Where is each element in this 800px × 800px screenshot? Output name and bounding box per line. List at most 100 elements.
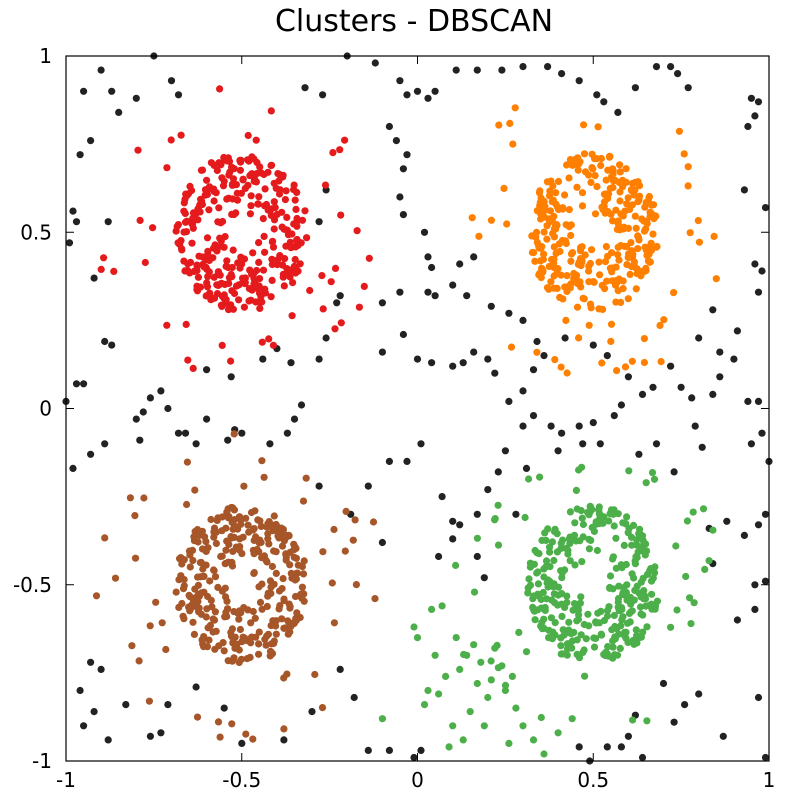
- cluster-point-red: [293, 214, 301, 223]
- cluster-point-brown: [198, 545, 207, 553]
- cluster-point-orange: [612, 206, 620, 214]
- cluster-point-red: [217, 160, 225, 168]
- cluster-point-orange: [556, 247, 564, 256]
- cluster-point-red: [258, 298, 266, 306]
- cluster-point-red: [227, 301, 235, 309]
- noise-point: [751, 112, 759, 120]
- cluster-point-orange: [535, 271, 543, 279]
- cluster-point-orange: [624, 295, 632, 303]
- cluster-point-red: [268, 276, 276, 284]
- cluster-point-orange: [475, 232, 483, 240]
- cluster-point-green: [568, 637, 577, 645]
- cluster-point-orange: [495, 121, 503, 129]
- cluster-point-green: [572, 537, 580, 545]
- cluster-point-red: [249, 249, 257, 257]
- cluster-point-green: [473, 679, 481, 688]
- cluster-point-red: [136, 216, 144, 224]
- cluster-point-red: [240, 303, 248, 311]
- noise-point: [104, 218, 112, 226]
- cluster-point-red: [268, 238, 276, 246]
- cluster-point-red: [97, 265, 105, 273]
- cluster-point-brown: [213, 516, 221, 525]
- cluster-point-green: [639, 611, 647, 619]
- cluster-point-red: [262, 200, 271, 209]
- cluster-point-brown: [203, 643, 211, 651]
- cluster-point-brown: [285, 600, 293, 608]
- cluster-point-brown: [270, 637, 278, 645]
- cluster-point-orange: [607, 337, 615, 345]
- cluster-point-orange: [686, 229, 694, 237]
- cluster-point-green: [566, 557, 574, 565]
- cluster-point-green: [498, 662, 506, 670]
- cluster-point-green: [625, 467, 633, 475]
- cluster-point-orange: [602, 176, 610, 184]
- cluster-point-brown: [275, 534, 283, 542]
- cluster-point-brown: [298, 563, 306, 571]
- cluster-point-orange: [575, 334, 583, 342]
- cluster-point-red: [250, 155, 258, 163]
- cluster-point-red: [269, 341, 277, 349]
- cluster-point-orange: [612, 263, 620, 271]
- noise-point: [512, 510, 520, 518]
- cluster-point-green: [515, 628, 523, 637]
- cluster-point-brown: [172, 588, 180, 596]
- cluster-point-red: [280, 225, 288, 233]
- noise-point: [470, 253, 478, 261]
- cluster-point-red: [174, 221, 182, 229]
- cluster-point-brown: [239, 533, 247, 541]
- cluster-point-brown: [158, 619, 166, 627]
- cluster-point-orange: [601, 258, 610, 266]
- cluster-point-green: [431, 651, 439, 659]
- cluster-point-red: [241, 278, 249, 286]
- noise-point: [529, 366, 538, 374]
- cluster-point-red: [254, 200, 262, 208]
- noise-point: [589, 419, 597, 427]
- cluster-point-red: [250, 177, 258, 185]
- cluster-point-brown: [92, 592, 101, 600]
- cluster-point-brown: [222, 559, 230, 568]
- cluster-point-red: [279, 261, 287, 269]
- cluster-point-brown: [252, 533, 260, 541]
- cluster-point-orange: [608, 268, 616, 276]
- cluster-point-orange: [641, 243, 649, 251]
- cluster-point-green: [606, 572, 615, 580]
- cluster-point-red: [289, 279, 297, 287]
- noise-point: [754, 397, 763, 405]
- cluster-point-orange: [640, 358, 649, 367]
- cluster-point-red: [205, 206, 213, 214]
- noise-point: [449, 535, 457, 543]
- cluster-point-red: [293, 236, 301, 244]
- noise-point: [449, 517, 457, 525]
- cluster-point-brown: [230, 430, 238, 438]
- cluster-point-red: [189, 224, 197, 232]
- noise-point: [730, 355, 738, 363]
- cluster-point-red: [212, 189, 220, 197]
- cluster-point-brown: [300, 557, 308, 565]
- cluster-point-green: [571, 561, 579, 569]
- cluster-point-red: [244, 131, 252, 140]
- y-tick-label: 1: [39, 44, 52, 68]
- cluster-point-orange: [614, 287, 622, 295]
- cluster-point-orange: [580, 121, 588, 129]
- cluster-point-brown: [272, 617, 280, 625]
- cluster-point-brown: [235, 615, 243, 623]
- cluster-point-red: [180, 228, 188, 236]
- noise-point: [652, 63, 661, 71]
- noise-point: [744, 122, 752, 131]
- cluster-point-orange: [590, 278, 598, 286]
- cluster-point-green: [521, 513, 529, 522]
- cluster-point-brown: [243, 655, 251, 663]
- cluster-point-red: [321, 181, 330, 189]
- cluster-point-brown: [135, 657, 143, 665]
- noise-point: [72, 218, 81, 226]
- cluster-point-brown: [242, 730, 250, 738]
- noise-point: [385, 122, 393, 131]
- cluster-point-orange: [532, 233, 540, 241]
- noise-point: [87, 137, 95, 145]
- cluster-point-brown: [218, 587, 226, 595]
- cluster-point-red: [217, 219, 225, 227]
- cluster-point-brown: [270, 580, 278, 588]
- cluster-point-brown: [180, 615, 188, 623]
- noise-point: [617, 743, 626, 751]
- cluster-point-brown: [292, 575, 300, 583]
